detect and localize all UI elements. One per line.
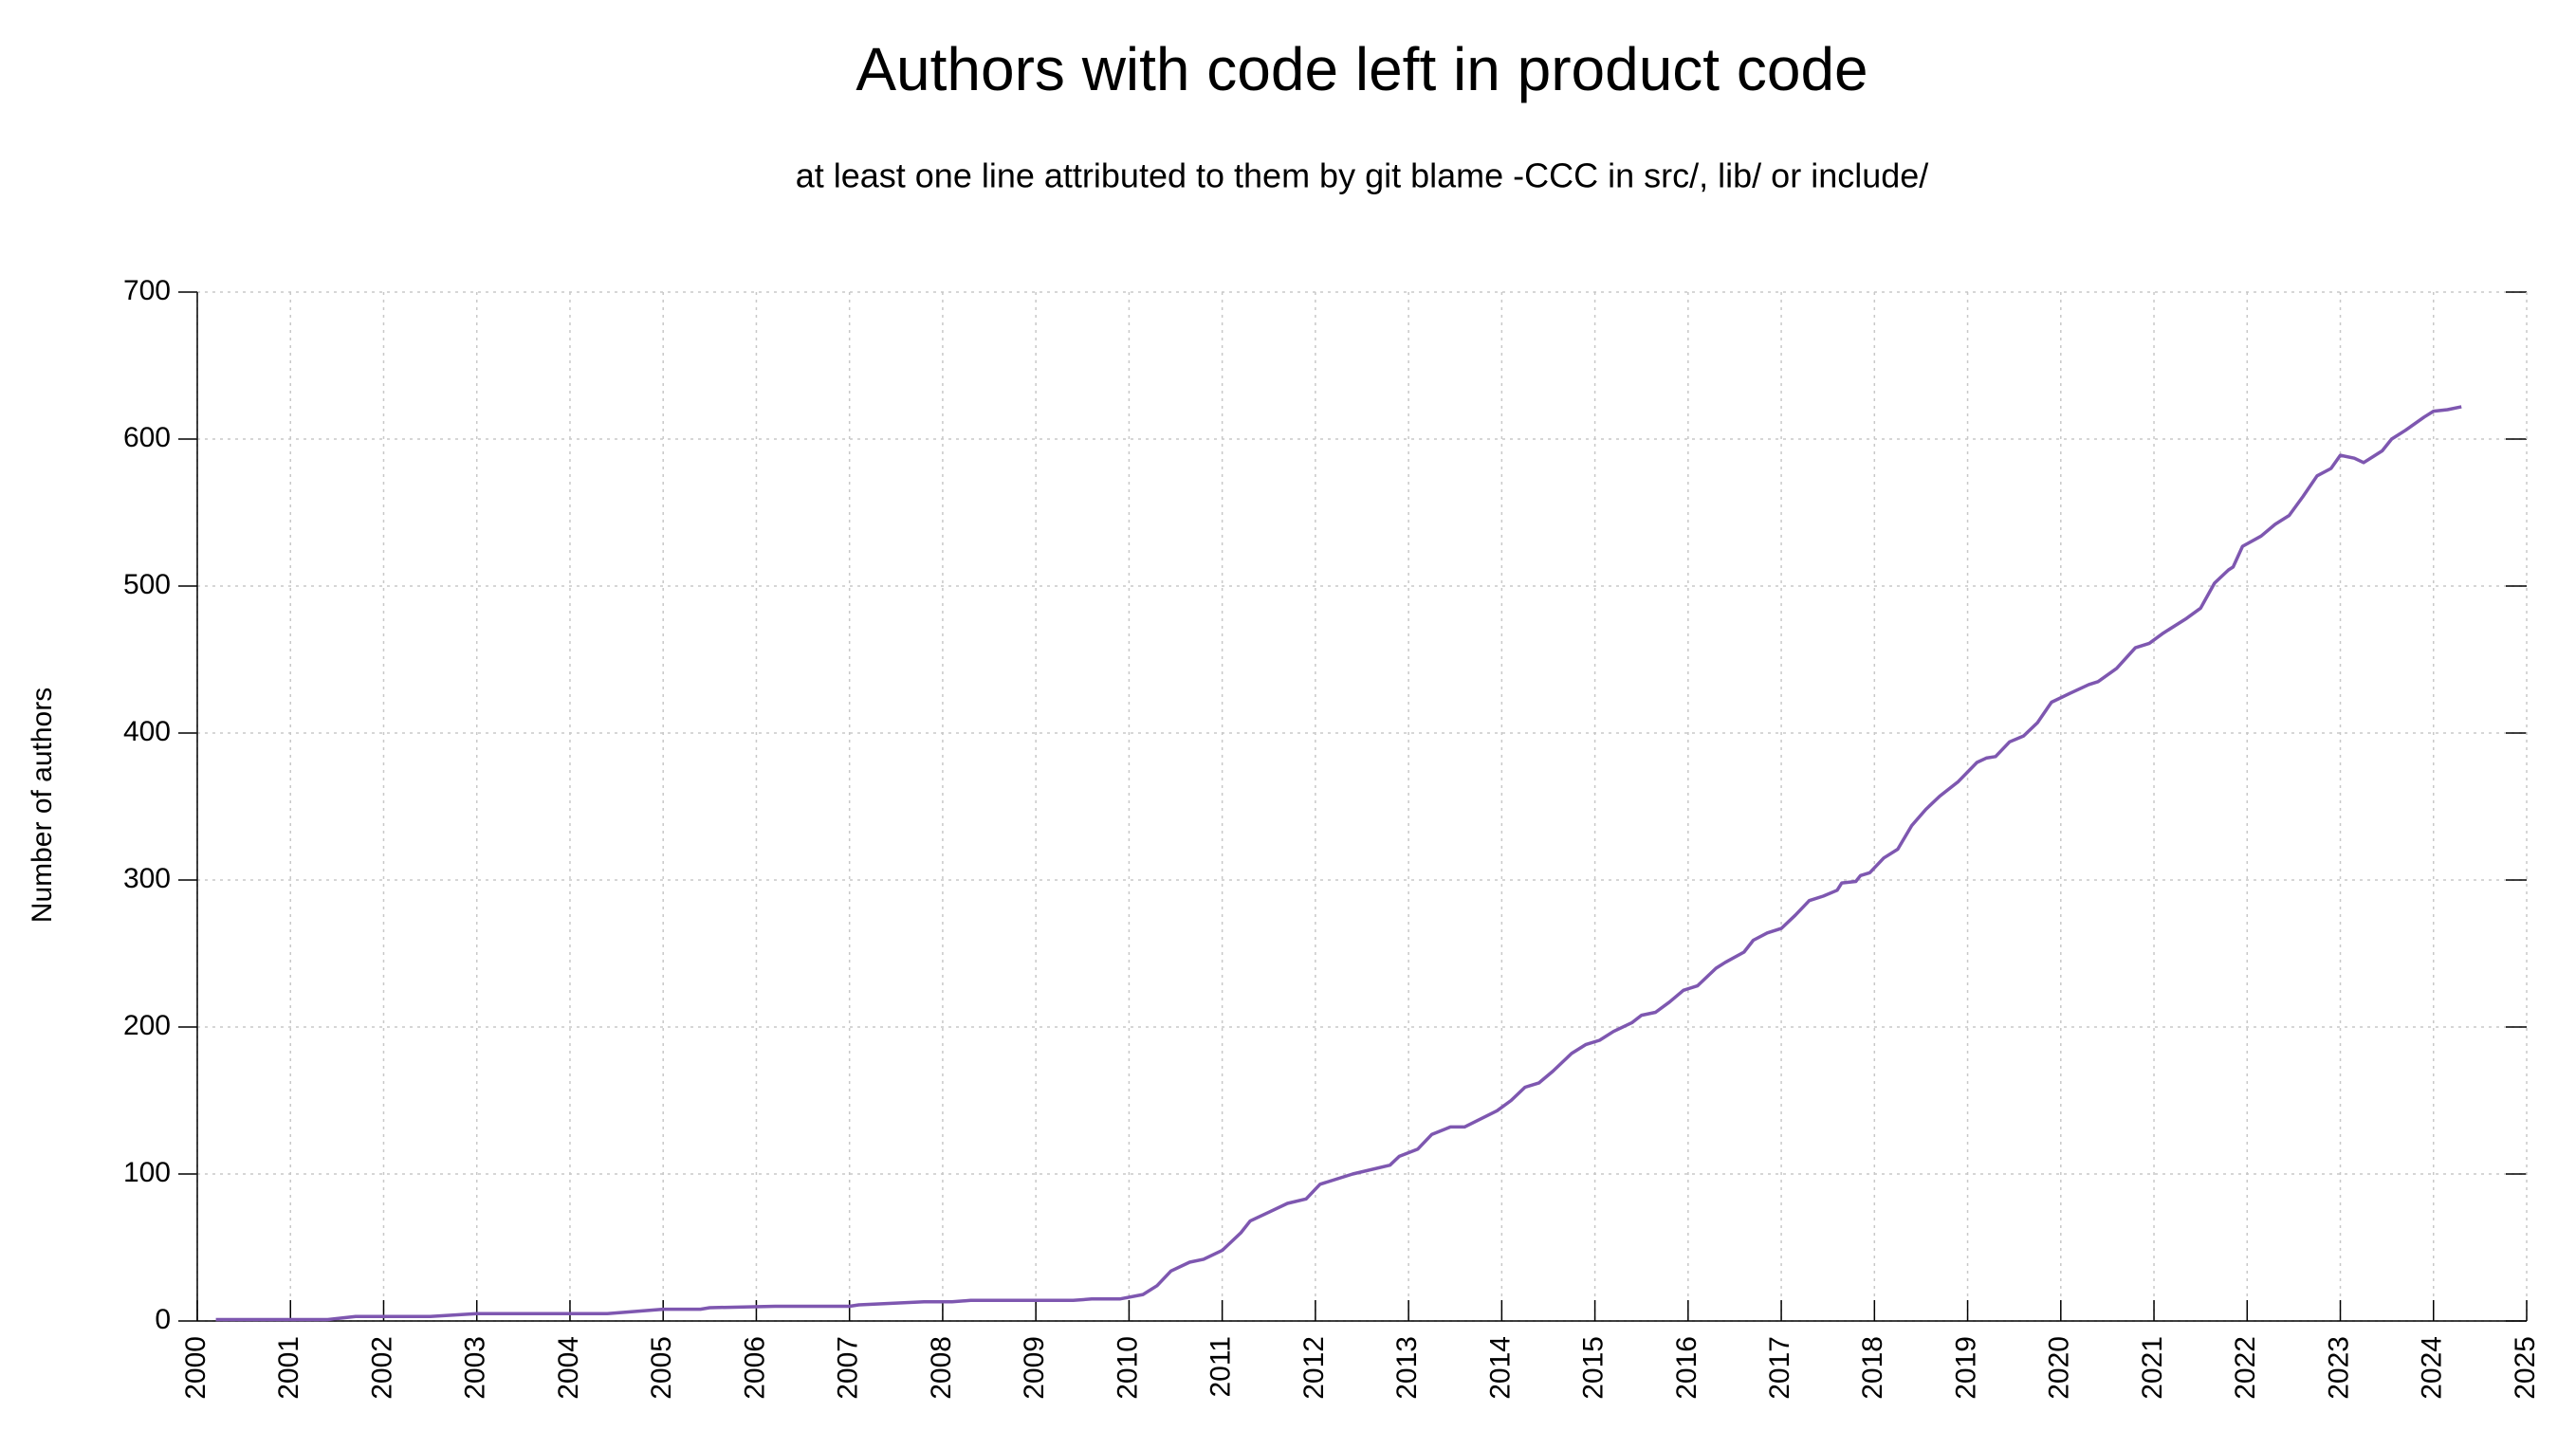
x-tick-label: 2004 — [553, 1336, 584, 1400]
y-tick-label: 100 — [123, 1157, 171, 1188]
x-tick-label: 2016 — [1671, 1336, 1702, 1400]
y-tick-label: 600 — [123, 422, 171, 453]
x-tick-label: 2000 — [180, 1336, 212, 1400]
x-tick-label: 2005 — [646, 1336, 677, 1400]
x-tick-label: 2021 — [2137, 1336, 2168, 1400]
x-tick-label: 2023 — [2323, 1336, 2354, 1400]
x-tick-label: 2008 — [926, 1336, 957, 1400]
chart-title: Authors with code left in product code — [856, 35, 1868, 103]
chart-subtitle: at least one line attributed to them by … — [796, 156, 1929, 195]
x-tick-label: 2013 — [1391, 1336, 1423, 1400]
x-tick-label: 2012 — [1298, 1336, 1330, 1400]
x-tick-label: 2006 — [739, 1336, 770, 1400]
x-tick-label: 2011 — [1205, 1336, 1237, 1398]
data-line — [215, 405, 2462, 1322]
x-tick-label: 2009 — [1019, 1336, 1050, 1400]
y-axis-label: Number of authors — [27, 688, 58, 923]
x-tick-label: 2018 — [1857, 1336, 1888, 1400]
y-tick-label: 200 — [123, 1010, 171, 1041]
x-tick-label: 2002 — [366, 1336, 397, 1400]
x-tick-label: 2019 — [1950, 1336, 1981, 1400]
x-tick-label: 2025 — [2510, 1336, 2541, 1400]
y-tick-label: 400 — [123, 716, 171, 747]
x-tick-label: 2007 — [833, 1336, 864, 1400]
x-tick-label: 2001 — [273, 1336, 304, 1400]
y-tick-label: 500 — [123, 569, 171, 600]
y-tick-label: 0 — [155, 1304, 171, 1335]
y-tick-label: 700 — [123, 275, 171, 306]
x-tick-label: 2024 — [2417, 1336, 2448, 1400]
x-tick-label: 2017 — [1764, 1336, 1795, 1400]
x-tick-label: 2015 — [1578, 1336, 1610, 1400]
x-tick-label: 2014 — [1484, 1336, 1516, 1400]
x-tick-label: 2020 — [2044, 1336, 2075, 1400]
x-tick-label: 2022 — [2230, 1336, 2261, 1400]
x-tick-label: 2003 — [460, 1336, 491, 1400]
x-tick-label: 2010 — [1112, 1336, 1143, 1400]
y-tick-label: 300 — [123, 863, 171, 894]
